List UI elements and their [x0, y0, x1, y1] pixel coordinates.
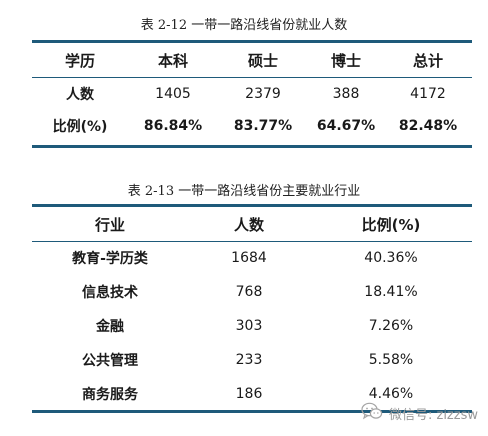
table2-cell: 768 [235, 284, 263, 300]
table2-caption: 表 2-13 一带一路沿线省份主要就业行业 [127, 184, 361, 199]
table2-cell: 5.58% [368, 352, 414, 368]
table1-header-cell: 本科 [157, 51, 188, 70]
table-row: 教育-学历类 1684 40.36% [32, 241, 472, 275]
table2-cell: 4.46% [368, 386, 414, 402]
table1-cell: 82.48% [398, 118, 458, 134]
table1-employment-count: 学历 本科 硕士 博士 总计 人数 1405 2379 388 4172 比例(… [32, 43, 472, 141]
table2-cell: 233 [235, 352, 263, 368]
table1-cell: 1405 [155, 86, 191, 102]
table1-header-row: 学历 本科 硕士 博士 总计 [32, 43, 472, 77]
watermark: 微信号: zizzsw [361, 400, 478, 426]
table1-header-cell: 总计 [412, 51, 443, 70]
table2-header-cell: 人数 [233, 215, 264, 234]
table2-row-label: 金融 [96, 319, 124, 335]
table-row: 商务服务 186 4.46% [32, 377, 472, 411]
table1-header-cell: 博士 [330, 51, 361, 70]
table-row: 比例(%) 86.84% 83.77% 64.67% 82.48% [32, 111, 472, 141]
table1-header-rule [32, 77, 472, 78]
table1-row-label: 人数 [66, 87, 94, 103]
table2-row-label: 公共管理 [82, 353, 138, 369]
table1-row-label: 比例(%) [52, 119, 108, 135]
table-row: 金融 303 7.26% [32, 309, 472, 343]
table-row: 公共管理 233 5.58% [32, 343, 472, 377]
table2-header-rule [32, 241, 472, 242]
table1-cell: 2379 [245, 86, 281, 102]
table2-main-industries: 行业 人数 比例(%) 教育-学历类 1684 40.36% 信息技术 768 … [32, 207, 472, 411]
table1-cell: 64.67% [316, 118, 376, 134]
table1-caption: 表 2-12 一带一路沿线省份就业人数 [140, 18, 348, 33]
table2-cell: 18.41% [364, 284, 418, 300]
table2-cell: 7.26% [368, 318, 414, 334]
table1-cell: 4172 [410, 86, 446, 102]
table-row: 人数 1405 2379 388 4172 [32, 77, 472, 111]
table2-cell: 303 [235, 318, 263, 334]
table1-cell: 86.84% [143, 118, 203, 134]
table-row: 信息技术 768 18.41% [32, 275, 472, 309]
table2-header-cell: 比例(%) [361, 215, 421, 234]
table2-top-rule [32, 204, 472, 207]
table1-header-cell: 学历 [64, 51, 95, 70]
table1-top-rule [32, 40, 472, 43]
table2-cell: 186 [235, 386, 263, 402]
table1-cell: 83.77% [233, 118, 293, 134]
watermark-text: 微信号: zizzsw [388, 407, 478, 423]
table2-row-label: 商务服务 [82, 387, 138, 403]
table2-bottom-rule [32, 410, 472, 413]
table1-cell: 388 [332, 86, 360, 102]
table2-row-label: 教育-学历类 [72, 251, 148, 267]
table2-row-label: 信息技术 [82, 285, 138, 301]
wechat-logo-icon [361, 402, 383, 424]
table2-header-row: 行业 人数 比例(%) [32, 207, 472, 241]
table2-cell: 40.36% [364, 250, 418, 266]
table2-cell: 1684 [231, 250, 267, 266]
table1-bottom-rule [32, 145, 472, 148]
table1-header-cell: 硕士 [247, 51, 278, 70]
table2-header-cell: 行业 [94, 215, 125, 234]
